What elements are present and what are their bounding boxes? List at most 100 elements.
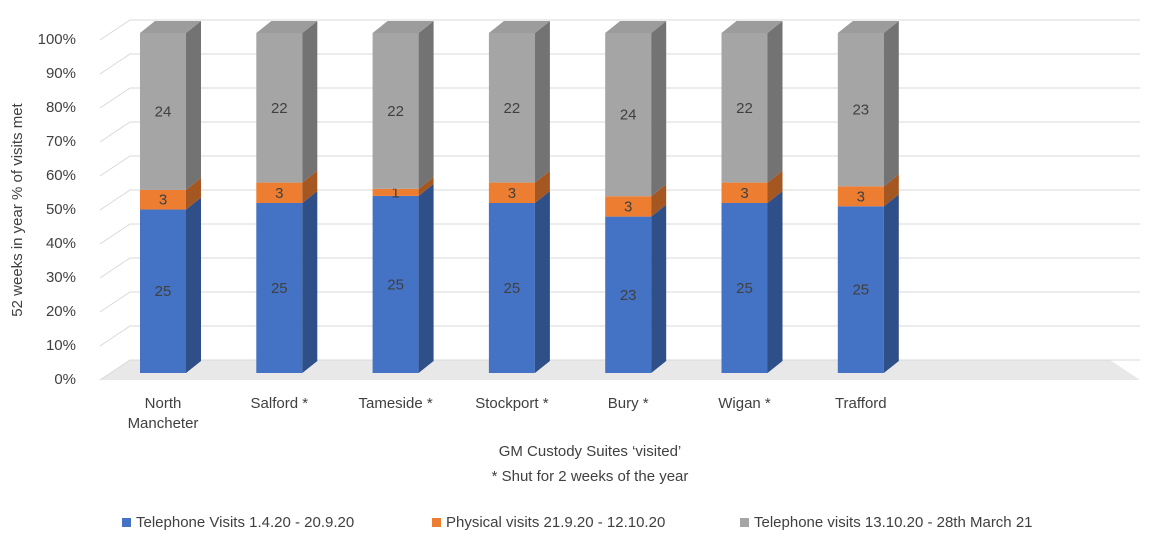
bar-side — [418, 176, 434, 196]
bar-side — [651, 184, 667, 217]
grid-line — [99, 53, 1140, 75]
bar-side — [302, 21, 318, 183]
x-tick-label: North Mancheter — [127, 395, 199, 432]
bar-front — [721, 33, 768, 183]
bar-side — [651, 204, 667, 373]
bar-front — [837, 33, 884, 187]
bar-front — [488, 203, 535, 373]
x-tick-label: Stockport * — [475, 395, 549, 412]
bar-front — [488, 182, 535, 203]
x-axis-title: GM Custody Suites ‘visited’ — [499, 443, 682, 460]
bar-front — [256, 33, 303, 183]
bar-front — [837, 206, 884, 373]
bar-side — [418, 183, 434, 373]
bar-segment — [488, 170, 550, 203]
bar-segment — [605, 184, 667, 217]
data-label: 3 — [624, 198, 632, 215]
data-label: 3 — [508, 185, 516, 202]
bar-segment — [721, 191, 783, 373]
bar-side — [186, 177, 201, 210]
grid-line — [99, 189, 1140, 211]
y-tick-label: 0% — [54, 371, 76, 388]
x-tick-label: Salford * — [250, 395, 309, 412]
bar-segment — [837, 21, 899, 187]
bar-front — [837, 186, 884, 207]
bar-segment — [605, 21, 667, 197]
legend-label: Telephone visits 13.10.20 - 28th March 2… — [754, 514, 1033, 531]
legend-swatch — [740, 518, 749, 527]
bar-segment — [256, 170, 318, 203]
data-label: 3 — [275, 185, 283, 202]
bar-segment — [140, 21, 201, 190]
grid-line — [99, 155, 1140, 177]
bar-top — [488, 21, 550, 33]
bar-front — [488, 33, 535, 183]
data-label: 3 — [159, 192, 167, 209]
bar-front — [605, 196, 652, 217]
bar-side — [883, 174, 899, 207]
data-label: 22 — [387, 103, 404, 120]
legend-label: Physical visits 21.9.20 - 12.10.20 — [446, 514, 665, 531]
bar-front — [605, 216, 652, 373]
data-label: 25 — [736, 280, 753, 297]
bar-front — [372, 195, 419, 373]
data-label: 24 — [620, 107, 637, 124]
bar-segment — [372, 176, 434, 196]
bar-top — [372, 21, 434, 33]
y-axis-title: 52 weeks in year % of visits met — [9, 102, 26, 316]
grid-line — [99, 19, 1140, 41]
data-label: 23 — [620, 287, 637, 304]
bar-segment — [372, 183, 434, 373]
bar-front — [140, 33, 186, 190]
y-tick-label: 50% — [46, 201, 76, 218]
data-label: 25 — [271, 280, 288, 297]
bar-top — [256, 21, 318, 33]
bar-front — [372, 188, 419, 196]
bar-side — [418, 21, 434, 189]
y-tick-label: 30% — [46, 269, 76, 286]
grid-line — [99, 359, 1140, 381]
bar-side — [302, 170, 318, 203]
legend-swatch — [432, 518, 441, 527]
y-tick-label: 60% — [46, 167, 76, 184]
y-tick-label: 10% — [46, 337, 76, 354]
bar-side — [186, 197, 201, 373]
bar-front — [140, 189, 186, 210]
bar-front — [256, 182, 303, 203]
data-label: 23 — [852, 102, 869, 119]
bar-top — [605, 21, 667, 33]
bar-side — [186, 21, 201, 190]
bar-segment — [721, 21, 783, 183]
grid-line — [99, 257, 1140, 279]
y-tick-label: 100% — [38, 31, 76, 48]
grid-line — [99, 223, 1140, 245]
bar-front — [372, 33, 419, 189]
bar-side — [651, 21, 667, 197]
y-tick-label: 40% — [46, 235, 76, 252]
bar-side — [534, 191, 550, 373]
bar-top — [140, 21, 201, 33]
x-axis-note: * Shut for 2 weeks of the year — [492, 468, 689, 485]
bar-segment — [140, 197, 201, 373]
legend-label: Telephone Visits 1.4.20 - 20.9.20 — [136, 514, 354, 531]
bar-side — [534, 170, 550, 203]
bar-segment — [837, 174, 899, 207]
bar-segment — [256, 21, 318, 183]
data-label: 25 — [387, 276, 404, 293]
data-label: 25 — [852, 282, 869, 299]
bar-front — [140, 209, 186, 373]
bar-segment — [488, 191, 550, 373]
bar-side — [767, 21, 783, 183]
bar-top — [721, 21, 783, 33]
bar-segment — [256, 191, 318, 373]
bar-front — [721, 182, 768, 203]
bar-side — [883, 21, 899, 187]
y-tick-label: 90% — [46, 65, 76, 82]
y-tick-label: 80% — [46, 99, 76, 116]
bar-front — [721, 203, 768, 373]
bar-side — [534, 21, 550, 183]
grid-line — [99, 121, 1140, 143]
x-tick-label: Tameside * — [358, 395, 433, 412]
bar-front — [256, 203, 303, 373]
